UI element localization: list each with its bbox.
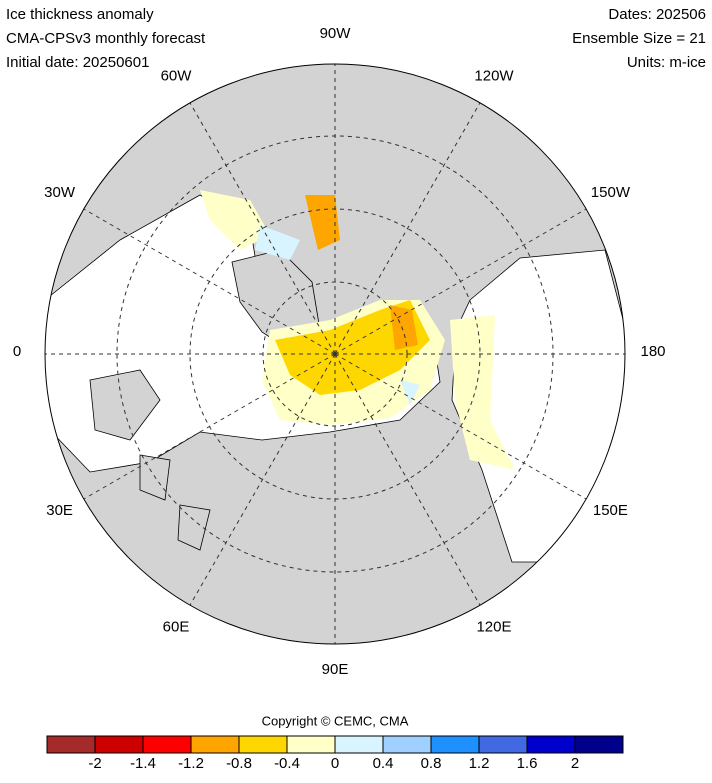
longitude-label: 90E <box>322 661 349 678</box>
longitude-label: 60E <box>163 618 190 635</box>
longitude-label: 150E <box>593 502 628 519</box>
meridian <box>83 208 336 355</box>
colorbar-box <box>286 735 336 754</box>
colorbar-box <box>238 735 288 754</box>
title: Ice thickness anomaly <box>6 6 154 23</box>
meridian <box>334 353 481 606</box>
subtitle: CMA-CPSv3 monthly forecast <box>6 30 206 47</box>
meridian <box>334 353 587 500</box>
anomaly-negative-light <box>255 225 420 405</box>
polar-map <box>45 64 625 644</box>
longitude-label: 60W <box>161 68 193 85</box>
colorbar-label: 1.2 <box>469 755 490 772</box>
colorbar-box <box>334 735 384 754</box>
meridian <box>189 353 336 606</box>
colorbar-label: -1.2 <box>178 755 204 772</box>
anomaly-positive <box>275 300 430 395</box>
longitude-label: 120E <box>476 618 511 635</box>
colorbar-label: 0 <box>331 755 339 772</box>
initial-date: Initial date: 20250601 <box>6 54 149 71</box>
europe-land <box>89 369 211 551</box>
colorbar-box <box>574 735 624 754</box>
colorbar-box <box>430 735 480 754</box>
longitude-label: 90W <box>320 25 352 42</box>
colorbar-label: -2 <box>88 755 101 772</box>
graticule <box>45 64 625 644</box>
meridian <box>334 102 481 355</box>
colorbar-label: 1.6 <box>517 755 538 772</box>
colorbar-label: 2 <box>571 755 579 772</box>
colorbar-box <box>190 735 240 754</box>
longitude-label: 30W <box>44 184 76 201</box>
copyright: Copyright © CEMC, CMA <box>262 713 409 728</box>
colorbar-label: -0.4 <box>274 755 300 772</box>
ensemble-size: Ensemble Size = 21 <box>572 30 706 47</box>
colorbar-label: -1.4 <box>130 755 156 772</box>
colorbar-label: -0.8 <box>226 755 252 772</box>
colorbar-box <box>526 735 576 754</box>
anomaly-strong <box>305 195 418 350</box>
longitude-label: 30E <box>46 502 73 519</box>
meridian <box>189 102 336 355</box>
colorbar-label: 0.8 <box>421 755 442 772</box>
longitude-label: 150W <box>591 184 631 201</box>
longitude-label: 120W <box>474 68 514 85</box>
colorbar-box <box>94 735 144 754</box>
colorbar-label: 0.4 <box>373 755 394 772</box>
colorbar-box <box>46 735 96 754</box>
longitude-label: 0 <box>13 343 21 360</box>
units: Units: m-ice <box>627 54 706 71</box>
dates: Dates: 202506 <box>608 6 706 23</box>
map-border <box>44 63 626 645</box>
colorbar-box <box>382 735 432 754</box>
meridian <box>83 353 336 500</box>
colorbar-box <box>142 735 192 754</box>
longitude-label: 180 <box>640 343 665 360</box>
meridian <box>334 208 587 355</box>
colorbar-box <box>478 735 528 754</box>
